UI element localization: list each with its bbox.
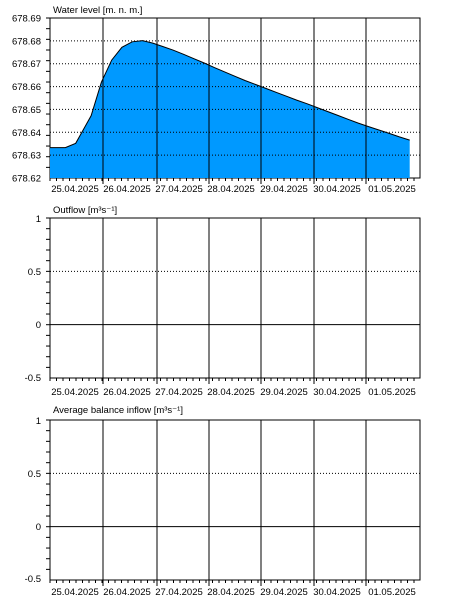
- water-level-x-ticks: 25.04.2025 26.04.2025 27.04.2025 28.04.2…: [51, 184, 416, 195]
- outflow-y-ticks: 1 0.5 0 -0.5: [25, 214, 41, 384]
- x-tick-label: 25.04.2025: [51, 184, 99, 195]
- outflow-x-ticks: 25.04.2025 26.04.2025 27.04.2025 28.04.2…: [51, 387, 416, 398]
- x-tick-label: 28.04.2025: [207, 184, 255, 195]
- y-tick-label: 678.63: [12, 151, 41, 162]
- water-level-area-layer: [50, 40, 410, 178]
- x-tick-label: 25.04.2025: [51, 387, 99, 398]
- x-tick-label: 29.04.2025: [260, 184, 308, 195]
- y-tick-label: 1: [36, 214, 41, 225]
- x-tick-label: 28.04.2025: [207, 387, 255, 398]
- y-tick-label: 0.5: [28, 469, 41, 480]
- x-tick-label: 27.04.2025: [155, 184, 203, 195]
- water-level-title: Water level [m. n. m.]: [53, 5, 142, 16]
- y-tick-label: 0: [36, 320, 41, 331]
- y-tick-label: 0: [36, 522, 41, 533]
- outflow-plot-frame: [49, 217, 421, 379]
- inflow-title: Average balance inflow [m³s⁻¹]: [53, 405, 183, 416]
- water-level-grid: [46, 17, 420, 184]
- x-tick-label: 26.04.2025: [103, 184, 151, 195]
- y-tick-label: 1: [36, 416, 41, 427]
- y-tick-label: 678.68: [12, 36, 41, 47]
- x-tick-label: 30.04.2025: [313, 587, 361, 598]
- x-tick-label: 26.04.2025: [103, 587, 151, 598]
- x-tick-label: 01.05.2025: [368, 387, 416, 398]
- y-tick-label: 678.67: [12, 59, 41, 70]
- x-tick-label: 30.04.2025: [313, 387, 361, 398]
- x-tick-label: 27.04.2025: [155, 587, 203, 598]
- y-tick-label: 678.65: [12, 105, 41, 116]
- outflow-title: Outflow [m³s⁻¹]: [53, 205, 117, 216]
- x-tick-label: 29.04.2025: [260, 587, 308, 598]
- inflow-plot-frame: [49, 419, 421, 581]
- inflow-y-ticks: 1 0.5 0 -0.5: [25, 416, 41, 585]
- y-tick-label: 678.66: [12, 82, 41, 93]
- y-tick-label: 0.5: [28, 267, 41, 278]
- y-tick-label: -0.5: [25, 574, 41, 585]
- inflow-grid: [46, 419, 420, 586]
- inflow-x-ticks: 25.04.2025 26.04.2025 27.04.2025 28.04.2…: [51, 587, 416, 598]
- y-tick-label: 678.62: [12, 174, 41, 185]
- x-tick-label: 25.04.2025: [51, 587, 99, 598]
- x-tick-label: 28.04.2025: [207, 587, 255, 598]
- inflow-panel: Average balance inflow [m³s⁻¹] 1 0.5 0 -…: [25, 405, 421, 598]
- x-tick-label: 30.04.2025: [313, 184, 361, 195]
- y-tick-label: -0.5: [25, 373, 41, 384]
- water-level-line: [50, 40, 410, 149]
- y-tick-label: 678.69: [12, 14, 41, 25]
- outflow-grid: [46, 217, 420, 384]
- x-tick-label: 26.04.2025: [103, 387, 151, 398]
- x-tick-label: 01.05.2025: [368, 184, 416, 195]
- water-level-area: [50, 40, 410, 178]
- water-level-panel: Water level [m. n. m.] 678.62 678.63 678…: [12, 5, 421, 195]
- x-tick-label: 01.05.2025: [368, 587, 416, 598]
- x-tick-label: 29.04.2025: [260, 387, 308, 398]
- outflow-panel: Outflow [m³s⁻¹] 1 0.5 0 -0.5 25.04.2025 …: [25, 205, 421, 398]
- water-level-y-ticks: 678.62 678.63 678.64 678.65 678.66 678.6…: [12, 14, 41, 185]
- y-tick-label: 678.64: [12, 128, 41, 139]
- x-tick-label: 27.04.2025: [155, 387, 203, 398]
